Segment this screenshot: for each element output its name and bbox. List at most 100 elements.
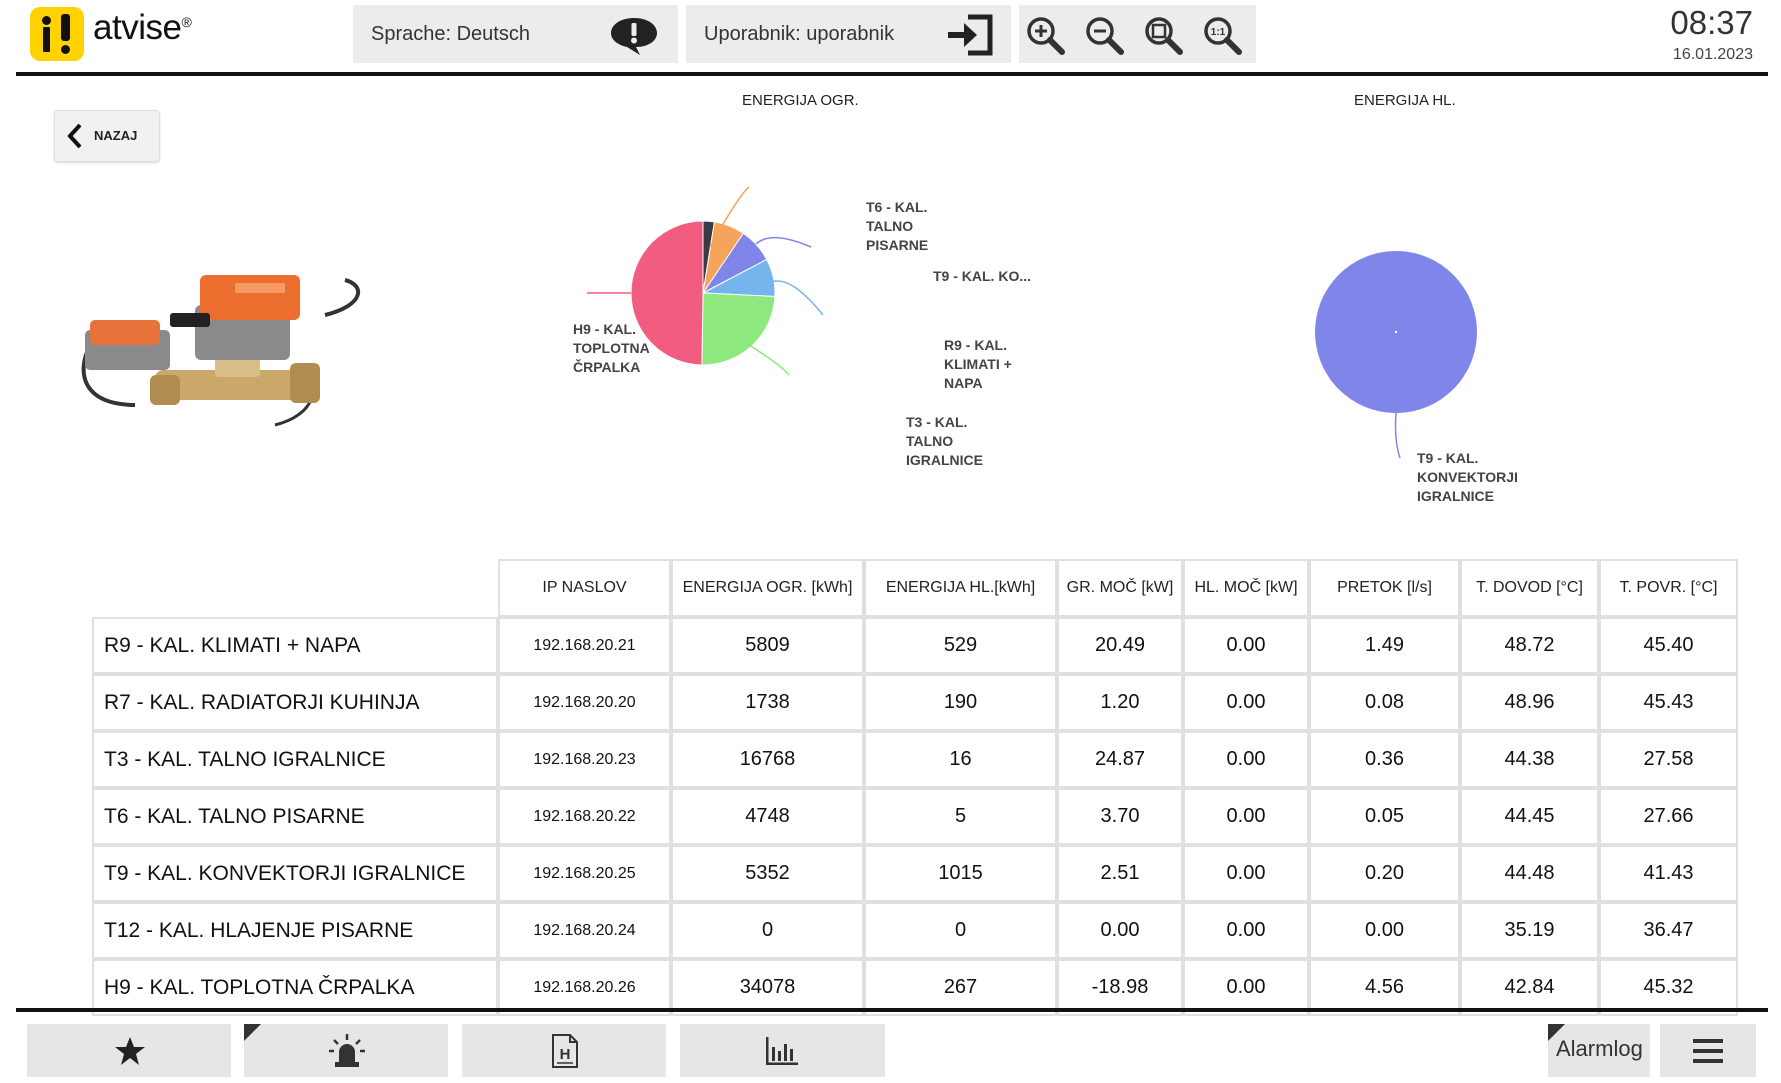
- zoom-toolbar: 1:1: [1019, 5, 1256, 63]
- alarm-siren-icon: [329, 1034, 365, 1067]
- login-icon: [948, 14, 993, 56]
- cell-cooling-power: 0.00: [1183, 617, 1309, 674]
- table-row: R9 - KAL. KLIMATI + NAPA 192.168.20.21 580…: [92, 617, 1738, 674]
- cell-supply-temp: 44.45: [1460, 788, 1599, 845]
- speech-bubble-icon: [611, 18, 657, 55]
- cell-name: R9 - KAL. KLIMATI + NAPA: [92, 617, 498, 674]
- alarms-button[interactable]: [244, 1024, 448, 1077]
- cell-heating-power: 20.49: [1057, 617, 1183, 674]
- cell-name: T6 - KAL. TALNO PISARNE: [92, 788, 498, 845]
- zoom-in-icon[interactable]: [1025, 15, 1065, 55]
- pie-label-t6: T6 - KAL. TALNO PISARNE: [866, 199, 929, 253]
- chevron-left-icon: [67, 123, 82, 149]
- cell-ip: 192.168.20.21: [498, 617, 671, 674]
- energy-meter-table: IP NASLOV ENERGIJA OGR. [kWh] ENERGIJA H…: [92, 559, 1738, 1016]
- pie-label-t9: T9 - KAL. KO...: [933, 268, 1031, 284]
- col-ip: IP NASLOV: [498, 559, 671, 617]
- cell-ip: 192.168.20.20: [498, 674, 671, 731]
- cell-energy-cooling: 0: [864, 902, 1057, 959]
- pie-slice-h9: [630, 220, 704, 366]
- cell-ip: 192.168.20.24: [498, 902, 671, 959]
- top-header: atvise® Sprache: Deutsch Uporabnik: upor…: [0, 0, 1781, 73]
- zoom-fit-icon[interactable]: [1143, 15, 1183, 55]
- atvise-logo: [30, 7, 84, 61]
- cell-supply-temp: 35.19: [1460, 902, 1599, 959]
- leader-line: [770, 280, 824, 316]
- col-flow: PRETOK [l/s]: [1309, 559, 1460, 617]
- cell-name: T12 - KAL. HLAJENJE PISARNE: [92, 902, 498, 959]
- cell-name: T9 - KAL. KONVEKTORJI IGRALNICE: [92, 845, 498, 902]
- cell-name: H9 - KAL. TOPLOTNA ČRPALKA: [92, 959, 498, 1016]
- zoom-out-icon[interactable]: [1084, 15, 1124, 55]
- language-selector[interactable]: Sprache: Deutsch: [353, 5, 678, 63]
- cell-return-temp: 45.32: [1599, 959, 1738, 1016]
- trends-button[interactable]: [680, 1024, 885, 1077]
- pie-chart-heating-energy: [587, 186, 824, 376]
- cell-return-temp: 36.47: [1599, 902, 1738, 959]
- table-row: H9 - KAL. TOPLOTNA ČRPALKA 192.168.20.26 3…: [92, 959, 1738, 1016]
- star-icon: [115, 1037, 145, 1065]
- cell-energy-cooling: 1015: [864, 845, 1057, 902]
- cell-supply-temp: 48.96: [1460, 674, 1599, 731]
- cell-energy-heating: 5809: [671, 617, 864, 674]
- footer-divider: [16, 1008, 1768, 1012]
- col-energy-heating: ENERGIJA OGR. [kWh]: [671, 559, 864, 617]
- pie-label-t3: T3 - KAL. TALNO IGRALNICE: [906, 414, 983, 468]
- cell-energy-heating: 5352: [671, 845, 864, 902]
- cell-ip: 192.168.20.26: [498, 959, 671, 1016]
- leader-line: [755, 237, 812, 248]
- pie-label-r9: R9 - KAL. KLIMATI + NAPA: [944, 337, 1012, 391]
- cell-flow: 0.20: [1309, 845, 1460, 902]
- history-button[interactable]: H: [462, 1024, 666, 1077]
- cell-name: T3 - KAL. TALNO IGRALNICE: [92, 731, 498, 788]
- cell-ip: 192.168.20.23: [498, 731, 671, 788]
- user-login-box[interactable]: Uporabnik: uporabnik: [686, 5, 1011, 63]
- cell-energy-cooling: 5: [864, 788, 1057, 845]
- cell-energy-heating: 0: [671, 902, 864, 959]
- hamburger-menu-icon: [1693, 1039, 1723, 1063]
- cell-flow: 0.36: [1309, 731, 1460, 788]
- cell-heating-power: 0.00: [1057, 902, 1183, 959]
- back-button[interactable]: NAZAJ: [54, 110, 160, 162]
- alarmlog-label: Alarmlog: [1556, 1036, 1643, 1061]
- cell-heating-power: 1.20: [1057, 674, 1183, 731]
- cell-cooling-power: 0.00: [1183, 902, 1309, 959]
- alarmlog-button[interactable]: Alarmlog: [1548, 1024, 1650, 1077]
- back-button-label: NAZAJ: [94, 128, 138, 143]
- cell-heating-power: 2.51: [1057, 845, 1183, 902]
- cell-heating-power: 24.87: [1057, 731, 1183, 788]
- valve-actuator-image: [81, 275, 361, 427]
- col-heating-power: GR. MOČ [kW]: [1057, 559, 1183, 617]
- cell-energy-heating: 4748: [671, 788, 864, 845]
- cell-energy-cooling: 267: [864, 959, 1057, 1016]
- cell-heating-power: 3.70: [1057, 788, 1183, 845]
- col-return-temp: T. POVR. [°C]: [1599, 559, 1738, 617]
- cell-ip: 192.168.20.25: [498, 845, 671, 902]
- pie-slice-t3: [701, 292, 776, 366]
- main-menu-button[interactable]: [1660, 1024, 1756, 1077]
- zoom-reset-icon[interactable]: 1:1: [1202, 15, 1242, 55]
- clock-date: 16.01.2023: [1672, 46, 1753, 63]
- chart-title-cooling: ENERGIJA HL.: [1354, 92, 1456, 109]
- cell-flow: 0.05: [1309, 788, 1460, 845]
- chart-title-heating: ENERGIJA OGR.: [742, 92, 859, 109]
- cell-supply-temp: 48.72: [1460, 617, 1599, 674]
- cell-cooling-power: 0.00: [1183, 959, 1309, 1016]
- col-energy-cooling: ENERGIJA HL.[kWh]: [864, 559, 1057, 617]
- cell-flow: 0.00: [1309, 902, 1460, 959]
- cell-cooling-power: 0.00: [1183, 788, 1309, 845]
- cell-return-temp: 41.43: [1599, 845, 1738, 902]
- clock-time: 08:37: [1670, 4, 1753, 41]
- bar-chart-icon: [766, 1037, 798, 1065]
- cell-name: R7 - KAL. RADIATORJI KUHINJA: [92, 674, 498, 731]
- cell-return-temp: 27.66: [1599, 788, 1738, 845]
- cell-supply-temp: 44.48: [1460, 845, 1599, 902]
- header-divider: [16, 72, 1768, 76]
- cell-cooling-power: 0.00: [1183, 845, 1309, 902]
- cell-return-temp: 27.58: [1599, 731, 1738, 788]
- cell-supply-temp: 44.38: [1460, 731, 1599, 788]
- favorites-button[interactable]: [27, 1024, 231, 1077]
- cell-cooling-power: 0.00: [1183, 674, 1309, 731]
- pie-label-h9: H9 - KAL. TOPLOTNA ČRPALKA: [573, 321, 650, 375]
- cell-energy-cooling: 16: [864, 731, 1057, 788]
